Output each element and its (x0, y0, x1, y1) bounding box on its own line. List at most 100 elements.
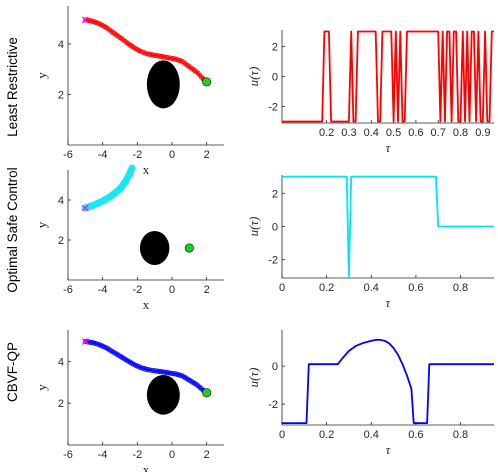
x-tick-label-0-1: -4 (98, 149, 108, 161)
x-tick-label-1-1: 0.3 (341, 127, 356, 139)
x-tick-label-0-4: 2 (204, 149, 210, 161)
trajectory-point-0-0-0 (82, 17, 88, 23)
y-tick-label-0-1: 4 (58, 39, 64, 51)
trajectory-point-0-12-1 (167, 55, 173, 61)
trajectory-point-4-9-0 (145, 367, 151, 373)
x-tick-label-3-1: 0.2 (319, 282, 334, 294)
panel-2: -6 -4 -2 0 2 2 4 x y (34, 164, 224, 312)
x-axis-label-1: τ (386, 140, 392, 155)
y-tick-label-5-1: 0 (272, 361, 278, 373)
trajectory-point-4-12-2 (169, 370, 175, 376)
trajectory-point-4-0-3 (87, 339, 94, 345)
trajectory-point-4-16-1 (195, 383, 201, 389)
trajectory-point-4-12-0 (165, 370, 172, 376)
trajectory-point-0-12-3 (171, 56, 177, 62)
trajectory-point-4-10-1 (153, 368, 159, 374)
start-marker-0 (81, 16, 89, 24)
panel-1: 0.2 0.3 0.4 0.5 0.6 0.7 0.8 0.9 -2 0 2 τ u(τ) (246, 30, 494, 155)
obstacle-0 (146, 60, 180, 109)
trajectory-point-0-12-0 (165, 55, 172, 61)
x-tick-label-4-1: -4 (98, 449, 108, 461)
obstacle-4 (146, 374, 180, 415)
y-axis-label-0: y (34, 72, 49, 79)
trajectory-point-0-16-0 (193, 69, 199, 75)
y-tick-label-1-2: 2 (272, 42, 278, 54)
x-tick-label-4-2: -2 (132, 449, 142, 461)
row-label-least-restrictive: Least Restrictive (5, 37, 20, 137)
x-tick-label-1-7: 0.9 (475, 127, 490, 139)
panel-4: -6 -4 -2 0 2 2 4 x y (34, 330, 224, 472)
trajectory-point-4-16-0 (193, 381, 199, 387)
trajectory-point-4-10-0 (152, 368, 158, 374)
panel-3: 0 0.2 0.4 0.6 0.8 -2 0 2 τ u(τ) (246, 175, 494, 310)
x-axis-label-3: τ (386, 295, 392, 310)
trajectory-point-4-12-3 (171, 371, 177, 377)
y-tick-label-4-1: 4 (58, 356, 64, 368)
row-label-cbvf-qp: CBVF-QP (5, 342, 20, 402)
y-tick-label-3-1: 0 (272, 222, 278, 234)
y-axis-label-1: u(τ) (246, 67, 261, 87)
x-axis-label-5: τ (386, 442, 392, 457)
x-tick-label-5-0: 0 (279, 429, 285, 441)
trajectory-point-4-0-0 (82, 338, 88, 345)
y-tick-label-1-1: 0 (272, 72, 278, 84)
row-label-optimal-safe-control: Optimal Safe Control (5, 167, 20, 292)
x-tick-label-2-1: -4 (98, 284, 108, 296)
y-axis-label-4: y (34, 384, 49, 391)
x-tick-label-1-0: 0.2 (319, 127, 334, 139)
obstacle-2 (139, 231, 170, 265)
trajectory-point-0-16-1 (195, 70, 201, 77)
trajectory-point-0-12-2 (169, 55, 175, 61)
control-series-3 (282, 175, 494, 278)
trajectory-point-0-9-3 (150, 52, 156, 58)
trajectory-point-0-10-2 (155, 53, 161, 59)
x-tick-label-3-0: 0 (279, 282, 285, 294)
x-axis-label-0: x (143, 162, 150, 177)
trajectory-point-0-11-0 (159, 53, 165, 60)
x-tick-label-2-3: 0 (169, 284, 175, 296)
panel-0: -6 -4 -2 0 2 2 4 x y (34, 6, 224, 177)
x-tick-label-5-4: 0.8 (453, 429, 468, 441)
x-tick-label-4-3: 0 (169, 449, 175, 461)
start-marker-2 (81, 204, 89, 212)
x-tick-label-4-0: -6 (63, 449, 73, 461)
x-tick-label-2-0: -6 (63, 284, 73, 296)
y-axis-label-5: u(τ) (246, 368, 261, 388)
x-tick-label-1-3: 0.5 (386, 127, 401, 139)
trajectory-point-0-16-3 (198, 74, 205, 80)
start-marker-4 (81, 338, 89, 345)
trajectory-point-4-11-1 (160, 369, 166, 375)
trajectory-point-0-9-2 (148, 52, 154, 58)
panels: -6 -4 -2 0 2 2 4 x y 0.2 0.3 0.4 0.5 0.6 0.7 0.8 0.9 -2 0 2… (34, 6, 494, 472)
y-tick-label-1-0: -2 (268, 102, 278, 114)
y-tick-label-0-0: 2 (58, 89, 64, 101)
x-axis-label-2: x (143, 297, 150, 312)
goal-marker-2 (184, 243, 194, 253)
trajectory-point-0-11-1 (160, 54, 166, 60)
x-tick-label-0-0: -6 (63, 149, 73, 161)
y-tick-label-2-0: 2 (58, 235, 64, 247)
x-axis-label-4: x (143, 462, 150, 472)
x-tick-label-1-4: 0.6 (408, 127, 423, 139)
x-tick-label-1-2: 0.4 (364, 127, 379, 139)
y-tick-label-4-0: 2 (58, 398, 64, 410)
y-tick-label-5-0: -2 (268, 399, 278, 411)
x-tick-label-2-4: 2 (204, 284, 210, 296)
trajectory-point-4-10-3 (157, 369, 163, 375)
x-tick-label-3-2: 0.4 (364, 282, 379, 294)
trajectory-line-2 (81, 164, 136, 212)
trajectory-point-0-10-1 (153, 53, 159, 59)
trajectory-point-4-9-3 (150, 367, 156, 374)
x-tick-label-2-2: -2 (132, 284, 142, 296)
trajectory-point-0-16-2 (197, 72, 203, 78)
trajectory-point-4-11-3 (164, 370, 170, 376)
trajectory-point-4-10-2 (155, 368, 161, 374)
x-tick-label-1-5: 0.7 (431, 127, 446, 139)
trajectory-point-4-11-2 (162, 369, 168, 375)
x-tick-label-5-2: 0.4 (364, 429, 379, 441)
x-tick-label-3-3: 0.6 (408, 282, 423, 294)
x-tick-label-0-2: -2 (132, 149, 142, 161)
trajectory-point-0-11-2 (162, 54, 168, 60)
y-axis-label-2: y (34, 221, 49, 228)
